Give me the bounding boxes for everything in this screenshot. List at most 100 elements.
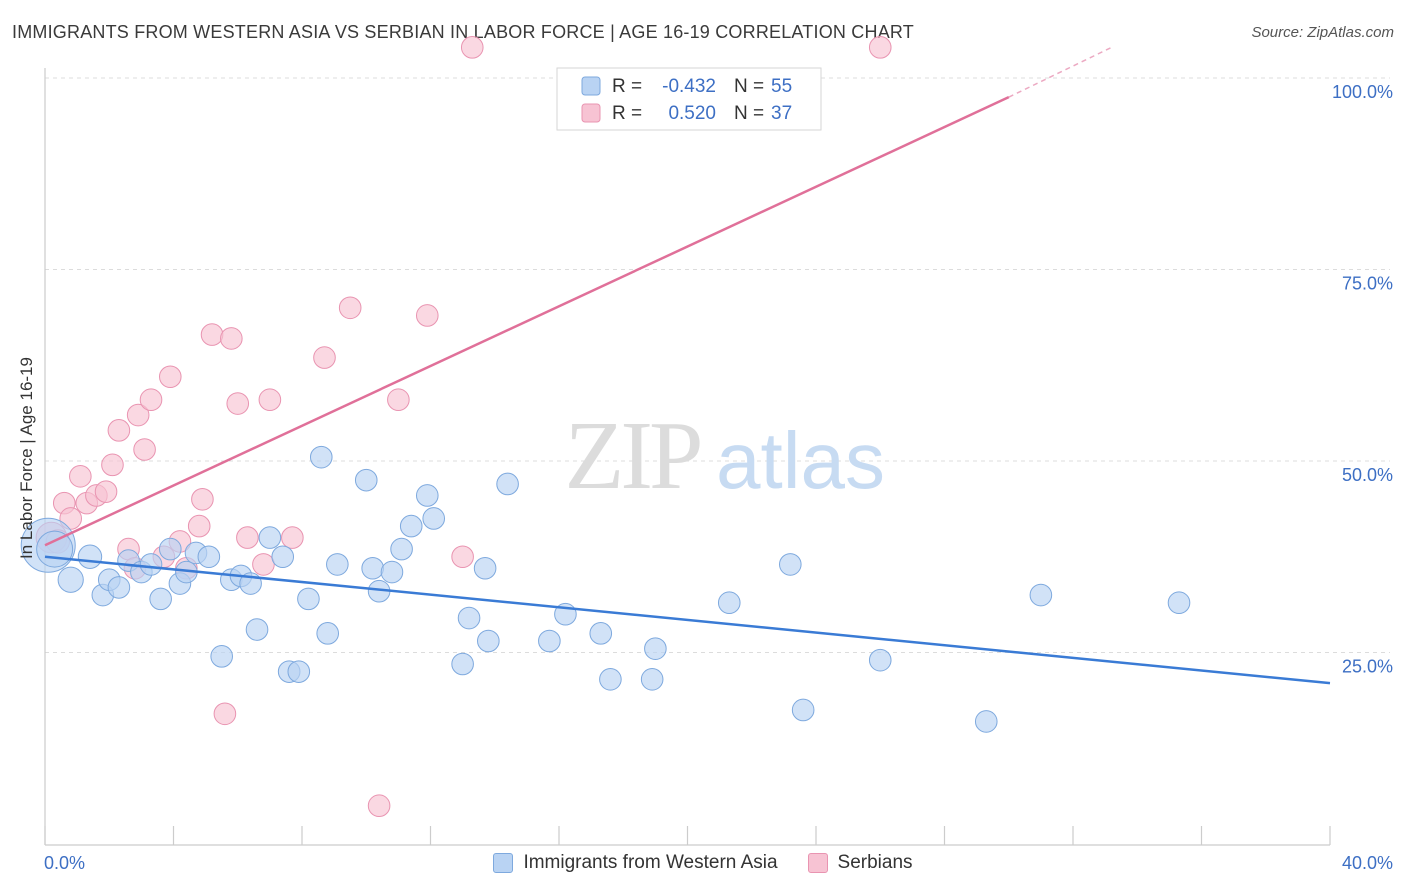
data-point	[717, 591, 741, 615]
data-point	[599, 668, 622, 691]
data-point	[338, 296, 362, 320]
data-point	[297, 587, 320, 611]
data-point	[538, 629, 561, 653]
data-point	[779, 553, 802, 576]
legend-n-value: 37	[771, 103, 792, 124]
data-point	[589, 622, 613, 645]
data-point	[220, 327, 243, 350]
series-legend: Immigrants from Western Asia Serbians	[0, 852, 1406, 874]
data-point	[354, 468, 378, 492]
y-tick-labels: 25.0% 50.0% 75.0% 100.0%	[1332, 82, 1393, 677]
data-point	[200, 323, 224, 346]
data-point	[1167, 591, 1191, 615]
data-point	[496, 472, 519, 496]
stats-legend: R = -0.432 N = 55 R = 0.520 N = 37	[556, 67, 822, 131]
watermark: ZIP atlas	[565, 402, 885, 510]
data-point	[107, 419, 131, 442]
data-point	[271, 545, 295, 569]
data-point	[149, 587, 172, 611]
source-credit: Source: ZipAtlas.com	[1251, 24, 1394, 41]
data-point	[139, 553, 163, 576]
data-point	[974, 710, 998, 733]
legend-swatch-blue	[581, 76, 601, 96]
data-point	[367, 794, 391, 818]
data-point	[101, 453, 124, 477]
data-point	[158, 365, 182, 389]
data-point	[69, 465, 92, 488]
legend-item-western-asia[interactable]: Immigrants from Western Asia	[493, 852, 778, 874]
x-tick-label-max: 40.0%	[1342, 853, 1393, 873]
data-point	[473, 556, 497, 580]
axes	[44, 68, 1331, 846]
data-point	[457, 606, 481, 630]
data-point	[868, 36, 892, 59]
data-point	[226, 392, 250, 415]
data-point	[313, 346, 336, 369]
data-point	[326, 553, 349, 576]
y-tick-label: 25.0%	[1342, 657, 1393, 677]
data-point	[477, 629, 500, 653]
data-point	[245, 618, 269, 641]
y-tick-label: 100.0%	[1332, 82, 1393, 102]
data-point	[77, 544, 103, 569]
data-point	[387, 388, 410, 412]
data-point	[380, 560, 404, 584]
data-point	[36, 530, 74, 568]
data-point	[107, 576, 131, 599]
legend-swatch-pink	[581, 103, 601, 123]
data-point	[191, 488, 214, 511]
data-point	[460, 36, 484, 59]
data-point	[281, 526, 304, 549]
data-point	[644, 637, 667, 660]
legend-r-value: -0.432	[662, 76, 716, 97]
data-point	[139, 388, 163, 412]
legend-swatch-pink	[807, 853, 828, 873]
data-point	[252, 553, 275, 576]
data-point	[57, 566, 84, 593]
legend-swatch-blue	[493, 853, 514, 873]
data-point	[415, 484, 439, 507]
legend-n-label: N =	[734, 103, 764, 124]
data-point	[187, 514, 211, 538]
data-point	[415, 304, 439, 327]
trend-line-serbians-extension	[1008, 46, 1112, 98]
data-point	[390, 537, 413, 561]
data-point	[236, 526, 259, 549]
trend-line-western-asia	[44, 555, 1331, 685]
data-point	[399, 514, 423, 538]
trend-line-serbians	[44, 96, 1010, 547]
data-point	[133, 438, 156, 461]
data-point	[451, 652, 474, 676]
data-point	[258, 526, 282, 549]
legend-r-label: R =	[612, 76, 642, 97]
x-tick-label-min: 0.0%	[44, 853, 85, 873]
data-point	[197, 545, 221, 569]
legend-label-western-asia: Immigrants from Western Asia	[523, 852, 778, 873]
data-point	[94, 480, 118, 503]
data-point	[791, 698, 815, 722]
data-point	[309, 445, 333, 469]
data-point	[361, 556, 384, 580]
data-point	[451, 545, 474, 569]
data-point	[158, 537, 182, 561]
data-point	[868, 648, 892, 672]
legend-r-label: R =	[612, 103, 642, 124]
y-tick-label: 50.0%	[1342, 465, 1393, 485]
data-point	[1029, 583, 1053, 607]
chart-title: IMMIGRANTS FROM WESTERN ASIA VS SERBIAN …	[12, 22, 914, 42]
data-point	[258, 388, 282, 412]
legend-n-label: N =	[734, 76, 764, 97]
data-point	[422, 507, 446, 530]
watermark-zip: ZIP	[565, 402, 700, 510]
western-asia-points	[20, 445, 1191, 733]
data-point	[210, 645, 233, 668]
legend-label-serbians: Serbians	[837, 852, 913, 873]
data-point	[316, 622, 340, 645]
watermark-atlas: atlas	[716, 416, 885, 505]
legend-n-value: 55	[771, 76, 792, 97]
data-point	[287, 660, 311, 683]
legend-item-serbians[interactable]: Serbians	[807, 852, 913, 874]
data-point	[213, 702, 237, 726]
data-point	[640, 668, 664, 691]
